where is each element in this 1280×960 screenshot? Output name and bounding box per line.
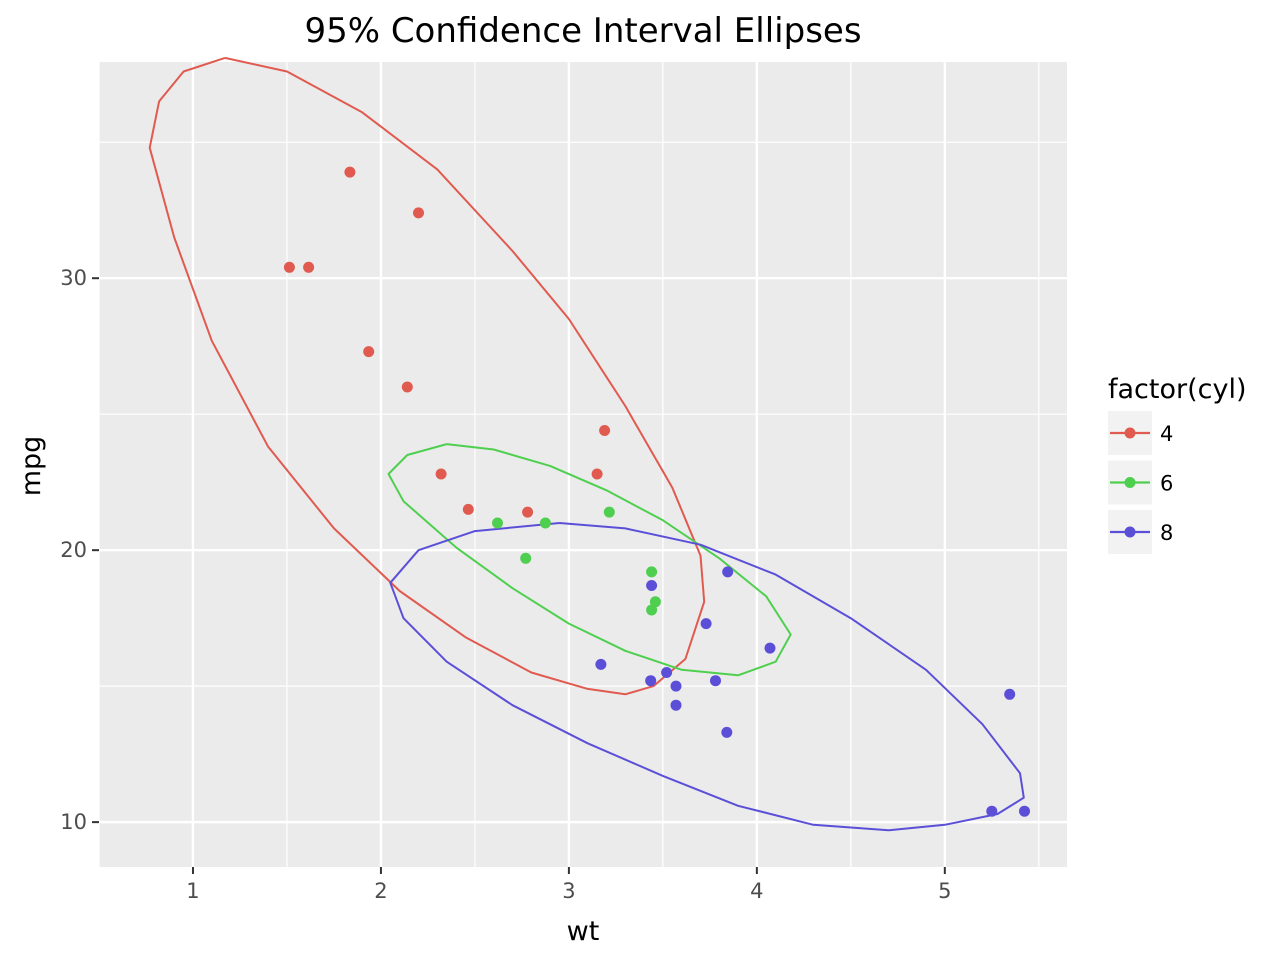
point-cyl-8 <box>1019 805 1030 817</box>
point-cyl-8 <box>721 726 733 738</box>
point-cyl-8 <box>722 566 734 578</box>
point-cyl-6 <box>649 596 661 608</box>
plot-panel <box>99 62 1067 867</box>
legend-dot-8 <box>1124 526 1136 538</box>
point-cyl-8 <box>764 642 776 654</box>
point-cyl-4 <box>522 506 534 518</box>
point-cyl-8 <box>670 680 682 692</box>
point-cyl-6 <box>603 506 615 518</box>
y-tick-label: 10 <box>60 810 87 834</box>
point-cyl-4 <box>344 166 356 178</box>
point-cyl-8 <box>670 699 682 711</box>
point-cyl-4 <box>363 346 375 358</box>
point-cyl-4 <box>435 468 447 480</box>
y-tick-label: 20 <box>60 538 87 562</box>
legend-dot-4 <box>1124 427 1136 439</box>
legend-label-6: 6 <box>1160 472 1173 496</box>
point-cyl-8 <box>661 667 673 678</box>
legend-items: 4 6 8 <box>1108 411 1173 554</box>
point-cyl-4 <box>413 207 424 219</box>
ellipse-cyl-8 <box>389 522 1025 832</box>
point-cyl-4 <box>599 425 611 436</box>
y-axis-ticks: 10 20 30 <box>60 266 99 834</box>
point-cyl-8 <box>595 658 607 670</box>
legend-label-4: 4 <box>1160 422 1173 446</box>
point-cyl-8 <box>700 618 712 630</box>
legend-dot-6 <box>1124 477 1136 488</box>
point-cyl-4 <box>462 503 474 515</box>
x-tick-label: 5 <box>938 879 951 903</box>
chart-title: 95% Confidence Interval Ellipses <box>304 11 861 51</box>
point-cyl-8 <box>646 580 658 591</box>
ellipse-cyl-4 <box>148 56 706 696</box>
point-cyl-8 <box>645 675 657 687</box>
legend-title: factor(cyl) <box>1108 374 1247 405</box>
x-tick-label: 3 <box>562 879 575 903</box>
confidence-ellipses <box>148 56 1025 832</box>
x-tick-label: 2 <box>374 879 387 903</box>
grid-minor <box>98 62 1067 867</box>
x-tick-label: 1 <box>186 879 199 903</box>
y-axis-title: mpg <box>16 436 47 497</box>
point-cyl-8 <box>710 675 721 687</box>
point-cyl-6 <box>492 517 503 529</box>
x-axis-ticks: 1 2 3 4 5 <box>186 867 952 903</box>
point-cyl-6 <box>646 604 658 616</box>
y-tick-label: 30 <box>60 266 87 290</box>
x-tick-label: 4 <box>750 879 763 903</box>
data-points <box>283 166 1030 817</box>
legend: factor(cyl) 4 6 8 <box>1108 374 1247 554</box>
point-cyl-8 <box>1004 688 1016 700</box>
point-cyl-4 <box>283 261 295 273</box>
point-cyl-4 <box>401 381 413 393</box>
x-axis-title: wt <box>567 916 600 947</box>
point-cyl-4 <box>303 261 315 273</box>
point-cyl-8 <box>986 805 998 817</box>
point-cyl-6 <box>520 552 532 564</box>
point-cyl-6 <box>646 566 658 578</box>
point-cyl-6 <box>539 517 551 529</box>
point-cyl-4 <box>591 468 603 480</box>
ellipse-cyl-6 <box>387 443 792 677</box>
legend-label-8: 8 <box>1160 521 1173 545</box>
